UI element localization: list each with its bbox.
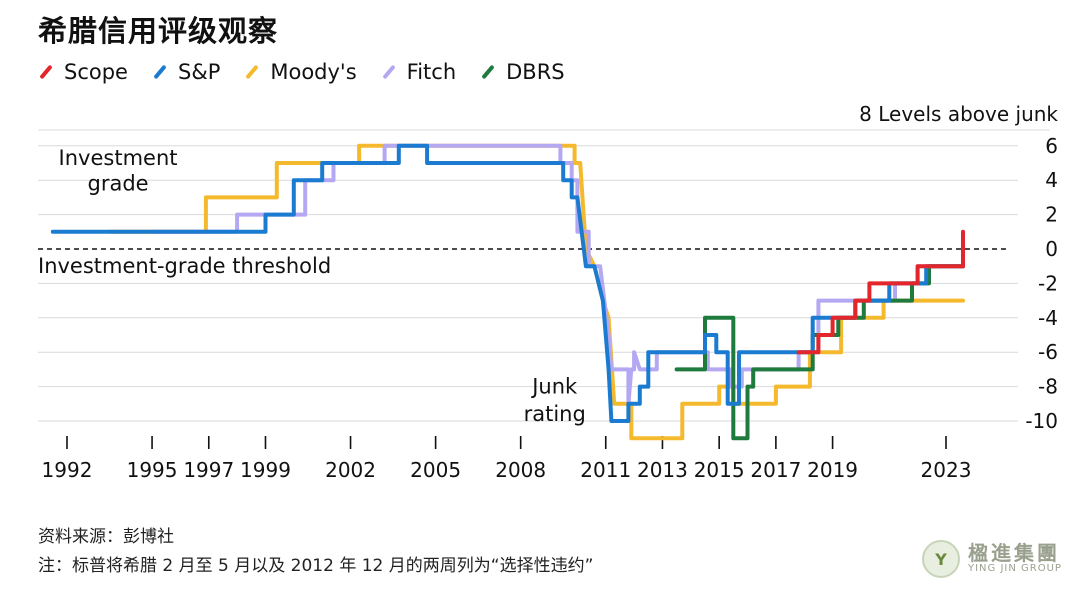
legend-label-sp: S&P — [177, 60, 221, 84]
y-tick-label: 2 — [1045, 203, 1058, 227]
x-tick-label: 1992 — [42, 458, 93, 482]
legend-item-moodys: Moody's — [244, 60, 357, 84]
y-axis: 6 4 2 0 -2 -4 -6 -8 -10 — [1025, 134, 1058, 433]
legend-label-scope: Scope — [64, 60, 128, 84]
annotation: Junk — [530, 375, 578, 399]
footnote: 注：标普将希腊 2 月至 5 月以及 2012 年 12 月的两周列为“选择性违… — [38, 556, 594, 576]
y-tick-label: 6 — [1045, 134, 1058, 158]
sp-line — [50, 143, 965, 423]
y-tick-label: -8 — [1038, 375, 1058, 399]
legend-label-moodys: Moody's — [270, 60, 357, 84]
legend-label-fitch: Fitch — [406, 60, 457, 84]
y-tick-label: -2 — [1038, 271, 1058, 295]
legend-item-scope: Scope — [38, 60, 128, 84]
legend-label-dbrs: DBRS — [506, 60, 565, 84]
x-tick-label: 1995 — [127, 458, 178, 482]
x-tick-label: 2011 — [580, 458, 631, 482]
x-tick-label: 1999 — [240, 458, 291, 482]
x-tick-label: 2013 — [637, 458, 688, 482]
scope-line — [796, 229, 965, 355]
grid-lines — [38, 129, 1050, 422]
logo-name-cn: 楹進集團 — [968, 541, 1060, 566]
x-tick-label: 2023 — [921, 458, 972, 482]
x-tick-label: 2005 — [410, 458, 461, 482]
logo: Y 楹進集團 YING JIN GROUP — [922, 540, 1062, 578]
moodys-line — [107, 143, 965, 441]
x-tick-label: 2008 — [495, 458, 546, 482]
y-axis-title: 8 Levels above junk — [859, 102, 1058, 126]
annotation: Investment-grade threshold — [38, 254, 331, 278]
y-tick-label: 4 — [1045, 168, 1058, 192]
legend-item-fitch: Fitch — [381, 60, 456, 84]
legend-item-dbrs: DBRS — [480, 60, 565, 84]
logo-name-en: YING JIN GROUP — [968, 563, 1062, 575]
source-note: 资料来源：彭博社 — [38, 527, 174, 547]
y-tick-label: -10 — [1025, 409, 1058, 433]
x-tick-label: 2017 — [750, 458, 801, 482]
x-tick-label: 2002 — [325, 458, 376, 482]
y-tick-label: -4 — [1038, 306, 1058, 330]
series-lines — [50, 143, 965, 441]
x-tick-label: 2015 — [694, 458, 745, 482]
x-axis: 1992 1995 1997 1999 2002 2005 2008 2011 2013 2015… — [42, 436, 972, 482]
annotation: rating — [524, 402, 586, 426]
y-tick-label: 0 — [1045, 237, 1058, 261]
legend-item-sp: S&P — [152, 60, 220, 84]
annotation: grade — [87, 172, 148, 196]
legend: Scope S&P Moody's Fitch DBRS — [38, 60, 565, 84]
annotation: Investment — [59, 146, 178, 170]
x-tick-label: 1997 — [183, 458, 234, 482]
y-tick-label: -6 — [1038, 340, 1058, 364]
x-tick-label: 2019 — [807, 458, 858, 482]
logo-emblem: Y — [922, 540, 960, 578]
chart-title: 希腊信用评级观察 — [38, 14, 279, 48]
